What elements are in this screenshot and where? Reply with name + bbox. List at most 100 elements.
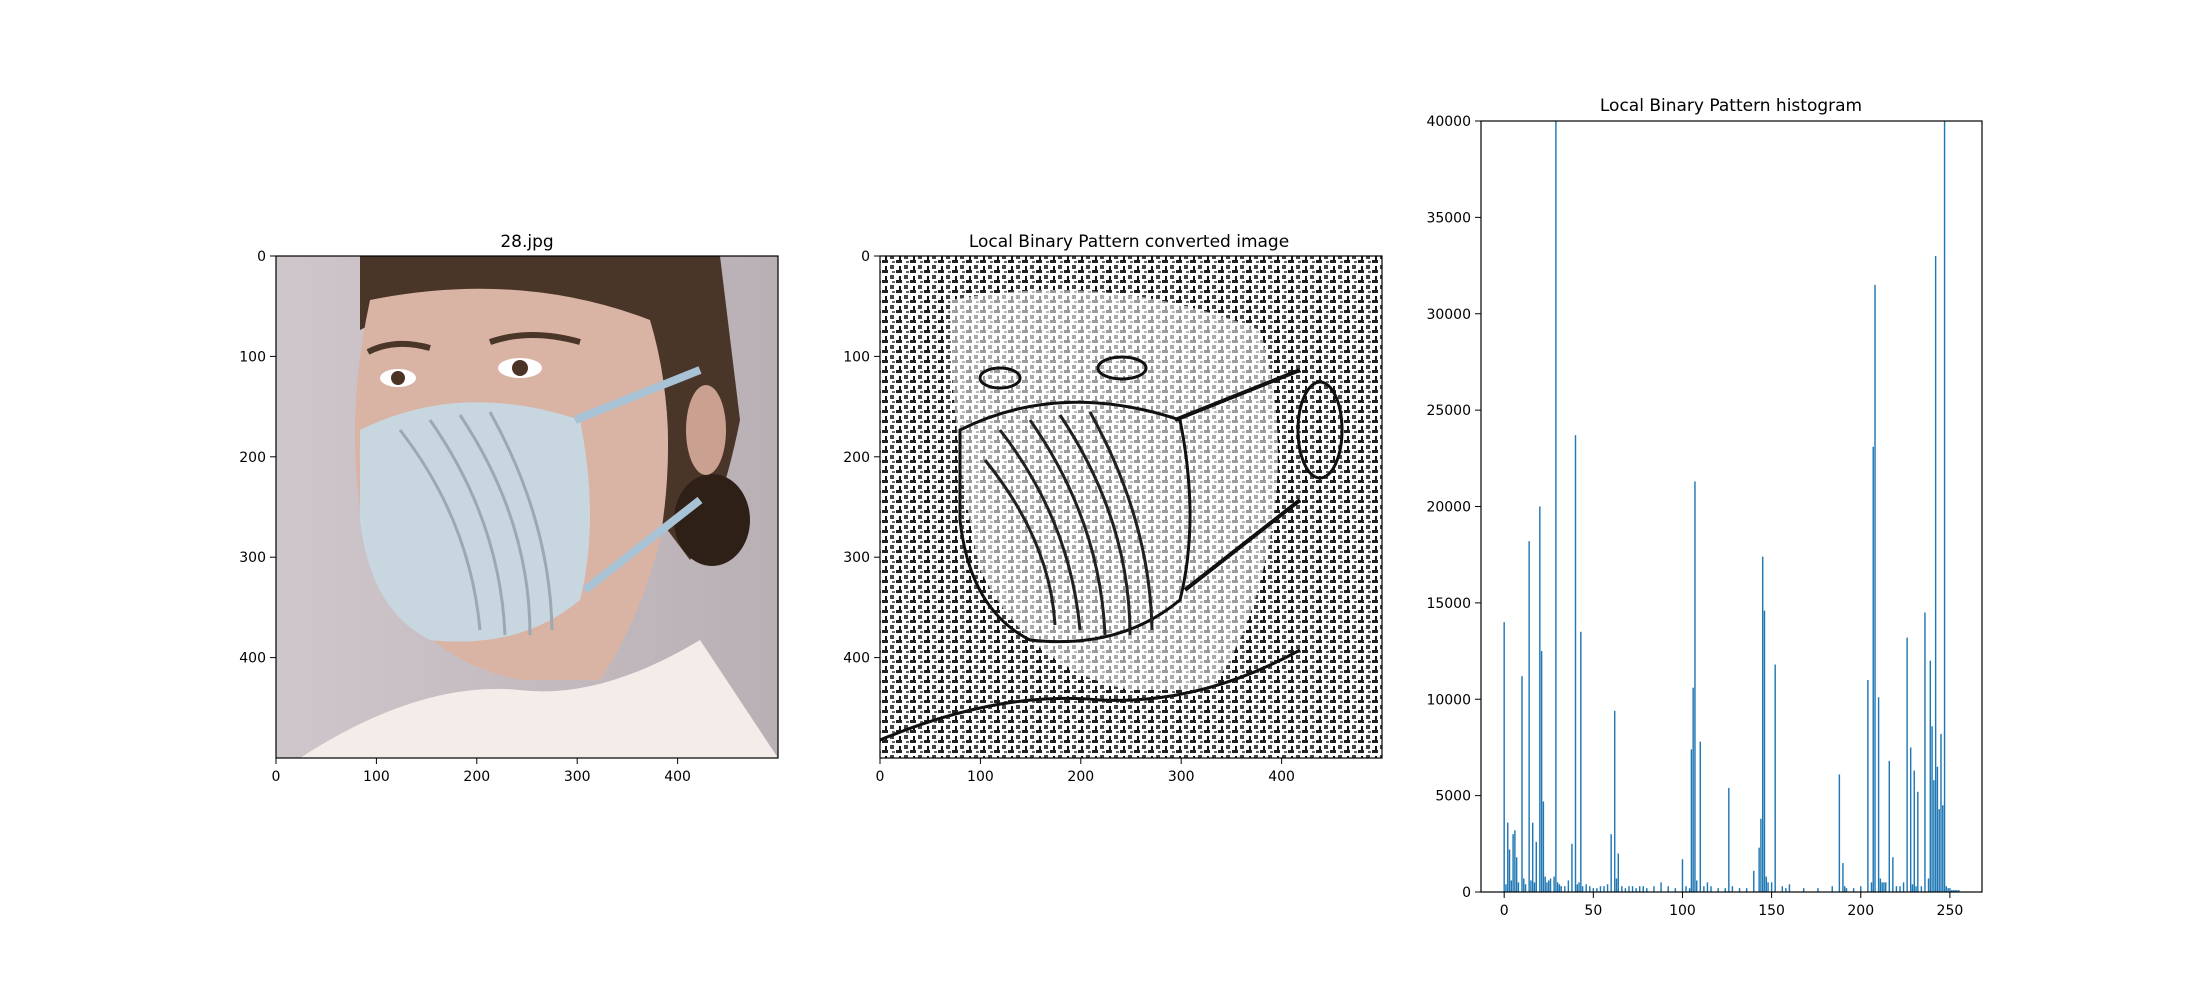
histogram-bar <box>1610 834 1612 892</box>
histogram-bar <box>1546 882 1548 892</box>
histogram-bar <box>1883 882 1885 892</box>
x-tick-label: 0 <box>876 769 885 785</box>
histogram-bar <box>1560 886 1562 892</box>
histogram-bar <box>1692 687 1694 892</box>
histogram-axes: 0 50 100 150 200 250 0 5000 10000 15000 20000 25000… <box>1426 114 1963 919</box>
histogram-bar <box>1508 849 1511 892</box>
histogram-bar <box>1947 888 1949 892</box>
histogram-bar <box>1571 843 1573 892</box>
histogram-bar <box>1706 882 1709 892</box>
histogram-bar <box>1781 886 1784 892</box>
histogram-bar <box>1540 651 1543 892</box>
histogram-bar <box>1879 878 1882 892</box>
histogram-bar <box>1760 818 1762 892</box>
histogram-bar <box>1950 890 1953 892</box>
histogram-bar <box>1690 749 1693 892</box>
histogram-bar <box>1585 884 1587 892</box>
histogram-bar <box>1512 834 1514 892</box>
x-tick-label: 150 <box>1758 903 1785 919</box>
y-tick-label: 200 <box>843 450 870 466</box>
histogram-bar <box>1646 888 1648 892</box>
histogram-bar <box>1758 847 1760 892</box>
histogram-bar <box>1753 870 1755 892</box>
y-tick-label: 300 <box>843 550 870 566</box>
histogram-bar <box>1745 888 1748 892</box>
histogram-bar <box>1842 863 1844 892</box>
histogram-bar <box>1514 830 1516 892</box>
y-tick-label: 25000 <box>1426 403 1471 419</box>
histogram-bar <box>1624 888 1627 892</box>
histogram-bar <box>1802 888 1805 892</box>
histogram-bar <box>1631 886 1634 892</box>
histogram-bar <box>1539 506 1541 892</box>
histogram-bar <box>1510 880 1513 892</box>
histogram-bar <box>1694 481 1696 892</box>
histogram-bar <box>1852 888 1855 892</box>
y-tick-label: 100 <box>239 349 266 365</box>
photo-panel: 28.jpg 0 100 200 300 400 0 100 200 300 400 <box>239 232 779 785</box>
histogram-bar <box>1549 878 1552 892</box>
y-tick-label: 20000 <box>1426 500 1471 516</box>
x-tick-label: 200 <box>463 769 490 785</box>
y-tick-label: 100 <box>843 349 870 365</box>
histogram-bar <box>1531 822 1534 892</box>
histogram-bar <box>1761 556 1764 892</box>
lbp-frame <box>879 255 1383 759</box>
y-tick-label: 40000 <box>1426 114 1471 130</box>
histogram-bar <box>1524 884 1527 892</box>
lbp-axes: 0 100 200 300 400 0 100 200 300 400 <box>843 249 1295 785</box>
histogram-bar <box>1958 890 1960 892</box>
histogram-bar <box>1888 760 1891 892</box>
histogram-bar <box>1533 882 1536 892</box>
histogram-panel: Local Binary Pattern histogram 0 50 100 150… <box>1426 96 1983 919</box>
histogram-bar <box>1556 882 1559 892</box>
histogram-bar <box>1699 741 1702 892</box>
y-tick-label: 200 <box>239 450 266 466</box>
histogram-bar <box>1954 890 1956 892</box>
histogram-bar <box>1902 882 1905 892</box>
histogram-bar <box>1911 884 1914 892</box>
x-tick-label: 100 <box>967 769 994 785</box>
histogram-bar <box>1913 770 1915 892</box>
histogram-bar <box>1844 886 1846 892</box>
x-tick-label: 0 <box>272 769 281 785</box>
histogram-bar <box>1580 631 1582 892</box>
x-tick-label: 100 <box>363 769 390 785</box>
histogram-bar <box>1767 882 1769 892</box>
histogram-bar <box>1503 622 1505 892</box>
y-tick-label: 0 <box>257 249 266 265</box>
histogram-bar <box>1703 886 1705 892</box>
histogram-bar <box>1934 255 1937 893</box>
lbp-panel: Local Binary Pattern converted image 0 10… <box>843 232 1383 785</box>
histogram-bar <box>1915 886 1917 892</box>
photo-image <box>276 256 778 758</box>
x-tick-label: 50 <box>1584 903 1602 919</box>
histogram-bar <box>1710 886 1712 892</box>
x-tick-label: 250 <box>1937 903 1964 919</box>
histogram-bar <box>1553 876 1555 892</box>
histogram-bar <box>1530 880 1532 892</box>
x-tick-label: 200 <box>1067 769 1094 785</box>
histogram-bar <box>1892 857 1894 892</box>
histogram-bar <box>1574 435 1577 892</box>
histogram-title: Local Binary Pattern histogram <box>1600 96 1862 116</box>
histogram-bar <box>1621 886 1623 892</box>
histogram-bar <box>1542 801 1545 892</box>
histogram-bar <box>1936 766 1939 892</box>
histogram-bar <box>1906 637 1908 892</box>
histogram-bar <box>1885 882 1887 892</box>
histogram-bar <box>1535 841 1537 892</box>
histogram-bar <box>1899 886 1901 892</box>
y-tick-label: 5000 <box>1435 789 1471 805</box>
histogram-bar <box>1924 612 1926 892</box>
histogram-bar <box>1909 747 1912 892</box>
histogram-bar <box>1635 888 1637 892</box>
y-tick-label: 10000 <box>1426 692 1471 708</box>
histogram-bar <box>1949 888 1951 892</box>
histogram-bar <box>1817 888 1819 892</box>
y-tick-label: 0 <box>1462 885 1471 901</box>
histogram-bar <box>1558 884 1561 892</box>
histogram-bar <box>1528 541 1530 892</box>
histogram-bar <box>1507 822 1509 892</box>
histogram-bar <box>1867 679 1869 892</box>
